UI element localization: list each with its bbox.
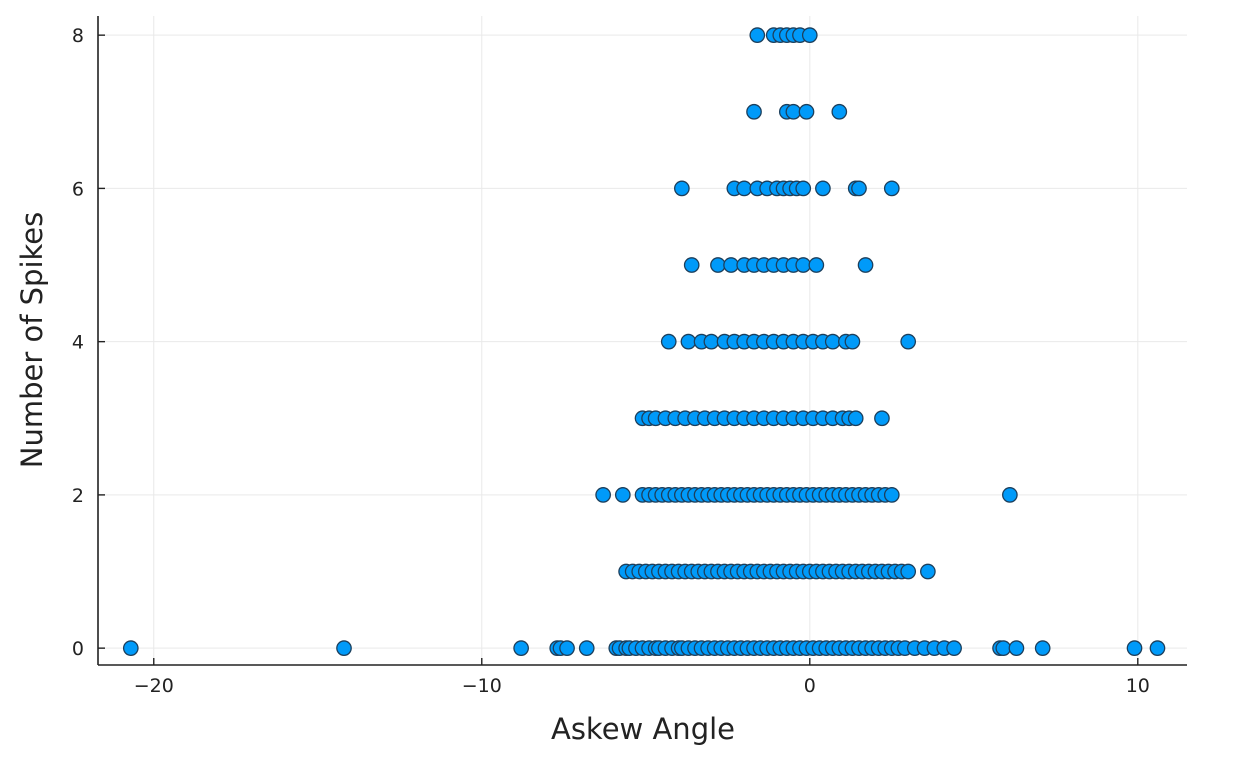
data-point	[883, 180, 900, 197]
data-point	[703, 333, 720, 350]
data-point	[674, 180, 690, 197]
data-point	[1126, 640, 1143, 656]
data-point	[900, 333, 917, 350]
data-point	[874, 410, 890, 427]
x-tick-label: 0	[804, 675, 816, 697]
data-point	[801, 27, 818, 44]
data-point	[680, 333, 697, 350]
data-point	[831, 103, 848, 120]
data-point	[815, 180, 831, 197]
data-point	[614, 487, 631, 503]
data-point	[795, 180, 812, 197]
axes	[97, 16, 1187, 666]
data-point	[710, 257, 726, 273]
tick-labels: −20 −10 0 10 0 2 4 6 8	[72, 25, 1150, 697]
data-point	[946, 640, 962, 656]
data-point	[749, 27, 766, 44]
y-tick-label: 0	[72, 638, 84, 660]
data-point	[857, 257, 874, 273]
data-point	[844, 333, 861, 350]
data-point	[683, 257, 700, 273]
data-point	[595, 487, 611, 503]
data-point	[798, 103, 815, 120]
y-tick-label: 4	[72, 332, 84, 354]
data-points	[122, 27, 1166, 656]
data-point	[660, 333, 677, 350]
y-tick-label: 6	[72, 178, 84, 200]
data-point	[847, 410, 864, 427]
data-point	[900, 563, 917, 580]
x-tick-label: 10	[1126, 675, 1150, 697]
x-tick-label: −20	[134, 675, 174, 697]
data-point	[513, 640, 529, 656]
data-point	[559, 640, 575, 656]
y-tick-label: 8	[72, 25, 84, 47]
data-point	[785, 103, 802, 120]
y-axis-title: Number of Spikes	[15, 212, 49, 468]
data-point	[995, 640, 1012, 656]
data-point	[808, 257, 825, 273]
data-point	[883, 487, 900, 503]
y-tick-label: 2	[72, 485, 84, 507]
data-point	[736, 180, 753, 197]
x-tick-label: −10	[462, 675, 502, 697]
data-point	[746, 103, 762, 120]
data-point	[723, 257, 739, 273]
data-point	[1034, 640, 1051, 656]
x-axis-title: Askew Angle	[551, 712, 735, 746]
data-point	[578, 640, 595, 656]
data-point	[920, 563, 936, 580]
data-point	[122, 640, 139, 656]
data-point	[1002, 487, 1018, 503]
data-point	[336, 640, 352, 656]
data-point	[851, 180, 867, 197]
data-point	[1008, 640, 1025, 656]
data-point	[1149, 640, 1166, 656]
data-point	[795, 257, 812, 273]
data-point	[824, 333, 841, 350]
